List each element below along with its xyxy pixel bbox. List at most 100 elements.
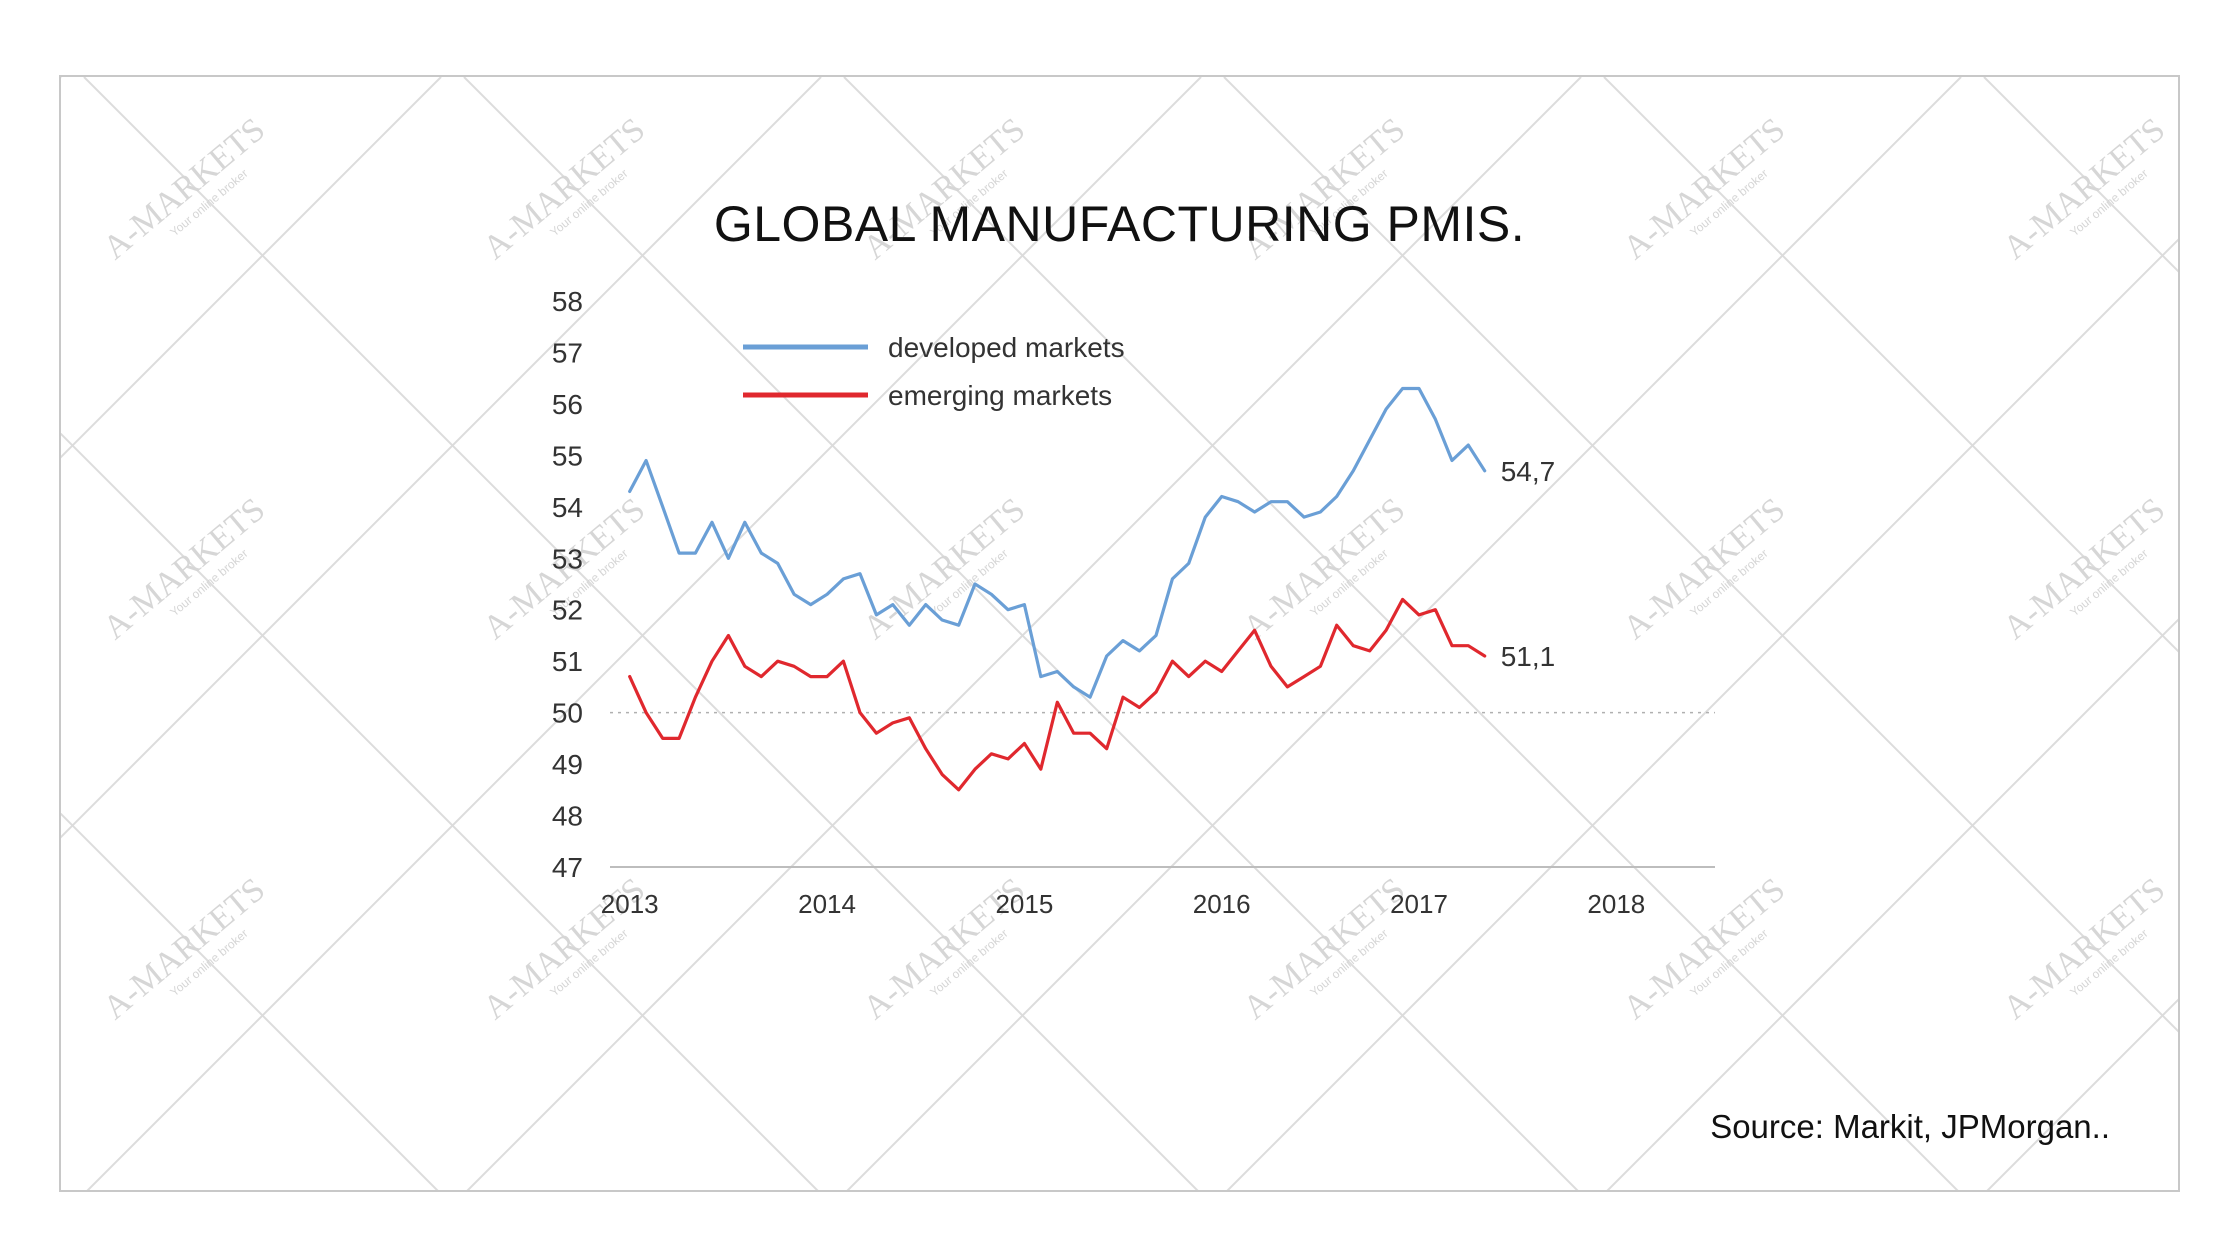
data-point (1072, 685, 1075, 689)
y-tick-label: 52 (552, 595, 583, 626)
data-point (1253, 629, 1256, 632)
x-tick-label: 2018 (1587, 889, 1645, 919)
data-point (710, 659, 714, 663)
data-point (1483, 654, 1486, 658)
data-point (825, 593, 829, 596)
data-point (1154, 690, 1158, 694)
data-point (1220, 495, 1223, 498)
lattice-line (61, 77, 822, 839)
data-point (792, 665, 796, 668)
end-value-label: 54,7 (1501, 456, 1556, 487)
data-point (1187, 675, 1190, 678)
data-point (1236, 500, 1240, 503)
data-point (1088, 732, 1092, 735)
x-tick-label: 2013 (601, 889, 659, 919)
data-point (1154, 634, 1158, 637)
data-point (957, 788, 960, 792)
y-tick-label: 50 (552, 698, 583, 729)
data-point (1171, 577, 1174, 581)
data-point (1417, 613, 1421, 617)
data-point (1483, 469, 1486, 472)
x-tick-label: 2014 (798, 889, 856, 919)
x-tick-label: 2016 (1193, 889, 1251, 919)
lattice-line (1606, 618, 2178, 1190)
legend-label: developed markets (888, 332, 1125, 363)
y-tick-label: 53 (552, 543, 583, 574)
data-point (1023, 603, 1026, 606)
data-point (1352, 644, 1355, 647)
data-point (1352, 469, 1355, 472)
data-point (1319, 665, 1322, 668)
data-point (973, 582, 977, 586)
lattice-line (61, 812, 439, 1190)
data-point (891, 721, 894, 725)
data-point (1204, 515, 1207, 519)
lattice-line (86, 77, 1202, 1190)
data-point (1121, 696, 1125, 699)
data-point (661, 737, 664, 740)
data-point (875, 613, 878, 617)
data-point (1335, 623, 1338, 627)
y-tick-label: 57 (552, 337, 583, 368)
data-point (908, 623, 911, 627)
data-point (1023, 742, 1026, 745)
data-point (1450, 644, 1454, 647)
data-point (1269, 500, 1273, 503)
data-point (628, 675, 631, 678)
data-point (1269, 665, 1273, 668)
data-point (727, 557, 730, 560)
data-point (644, 459, 648, 462)
data-point (891, 603, 894, 606)
lattice-line (846, 77, 1962, 1190)
data-point (760, 675, 763, 678)
data-point (776, 659, 779, 663)
data-point (809, 603, 812, 606)
y-tick-label: 58 (552, 286, 583, 317)
data-point (940, 618, 944, 622)
data-point (924, 747, 927, 750)
data-point (1006, 757, 1010, 761)
data-point (1056, 701, 1059, 704)
data-point (1072, 732, 1075, 735)
y-tick-label: 54 (552, 492, 583, 523)
data-point (727, 634, 730, 637)
data-point (1401, 387, 1404, 390)
y-tick-label: 49 (552, 749, 583, 780)
data-point (858, 572, 862, 575)
data-point (776, 562, 779, 565)
chart-title: GLOBAL MANUFACTURING PMIS. (713, 196, 1526, 252)
data-point (1434, 608, 1437, 611)
y-tick-label: 47 (552, 852, 583, 883)
data-point (694, 696, 697, 699)
data-point (924, 603, 927, 606)
data-point (1121, 639, 1125, 642)
data-point (957, 623, 960, 627)
lattice-line (1983, 77, 2178, 273)
series-line-emerging (628, 597, 1487, 792)
y-tick-label: 48 (552, 801, 583, 832)
data-point (842, 577, 845, 581)
data-point (1302, 675, 1306, 678)
data-point (1236, 649, 1240, 653)
data-point (973, 768, 977, 771)
data-point (1434, 418, 1437, 421)
data-point (743, 521, 746, 524)
lattice-line (61, 77, 442, 459)
data-point (1105, 654, 1108, 658)
lattice-line (466, 77, 1582, 1190)
data-point (694, 551, 697, 555)
data-point (1368, 438, 1371, 442)
data-point (990, 593, 993, 596)
data-point (1368, 649, 1371, 653)
data-point (1105, 747, 1108, 750)
data-point (990, 752, 993, 755)
y-tick-label: 55 (552, 440, 583, 471)
data-point (1138, 649, 1141, 653)
data-point (677, 737, 681, 740)
end-value-label: 51,1 (1501, 641, 1556, 672)
data-point (1286, 500, 1289, 503)
data-point (908, 716, 911, 719)
data-point (1204, 659, 1207, 663)
